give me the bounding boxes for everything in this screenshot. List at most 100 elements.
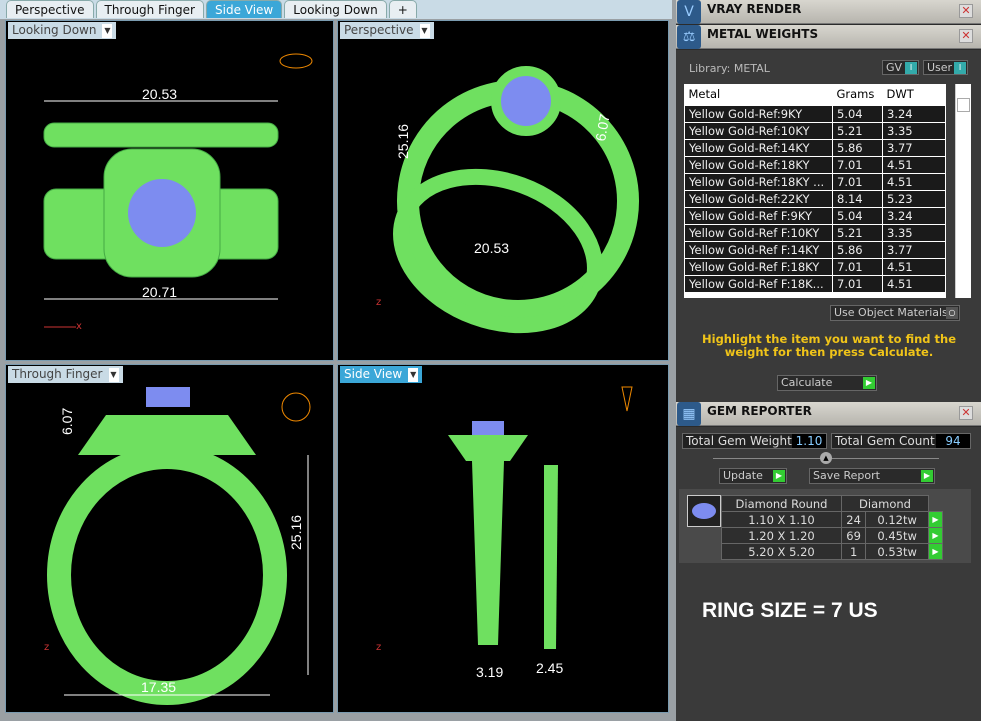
tab-perspective[interactable]: Perspective xyxy=(6,0,94,18)
column-header-dwt[interactable]: DWT xyxy=(882,84,946,105)
table-row[interactable]: Yellow Gold-Ref:18KY ... 7.01 4.51 xyxy=(684,172,946,191)
chevron-down-icon[interactable]: ▼ xyxy=(419,23,430,38)
ring-render: 25.16 20.53 6.07 z xyxy=(376,66,639,334)
gem-row[interactable]: 1.20 X 1.20 69 0.45tw ▶ xyxy=(721,527,943,544)
select-gem-button[interactable]: ▶ xyxy=(928,511,943,528)
update-button[interactable]: Update ▶ xyxy=(719,468,787,484)
cell: 5.21 xyxy=(832,223,883,242)
viewport-menu[interactable]: Side View ▼ xyxy=(340,366,423,383)
table-row[interactable]: Yellow Gold-Ref F:10KY 5.21 3.35 xyxy=(684,223,946,242)
user-toggle[interactable]: User I xyxy=(923,60,968,75)
gem-row[interactable]: 5.20 X 5.20 1 0.53tw ▶ xyxy=(721,543,943,560)
dim-height: 25.16 xyxy=(395,124,411,159)
select-gem-button[interactable]: ▶ xyxy=(928,527,943,544)
cell: 3.24 xyxy=(882,104,946,123)
dim-width: 20.53 xyxy=(474,240,509,256)
diamond-round-icon xyxy=(687,495,721,527)
viewport-looking-down[interactable]: 20.53 20.71 x Looking Down ▼ xyxy=(5,20,334,361)
cell: 7.01 xyxy=(832,274,883,293)
save-report-label: Save Report xyxy=(813,469,880,482)
cell: 7.01 xyxy=(832,155,883,174)
dim-band-width: 3.19 xyxy=(476,664,503,680)
cell: 7.01 xyxy=(832,257,883,276)
table-row[interactable]: Yellow Gold-Ref:22KY 8.14 5.23 xyxy=(684,189,946,208)
panel-title: VRAY RENDER xyxy=(707,2,802,16)
cell: 0.45tw xyxy=(865,527,929,544)
library-label: Library: METAL xyxy=(689,62,770,75)
tab-looking-down[interactable]: Looking Down xyxy=(284,0,387,18)
table-row[interactable]: Yellow Gold-Ref F:18K... 7.01 4.51 xyxy=(684,274,946,293)
ring-render: 3.19 2.45 z xyxy=(376,386,633,680)
column-header-grams[interactable]: Grams xyxy=(832,84,883,105)
select-gem-button[interactable]: ▶ xyxy=(928,543,943,560)
scale-icon: ⚖ xyxy=(677,25,701,49)
gv-label: GV xyxy=(886,61,903,74)
table-row[interactable]: Yellow Gold-Ref F:9KY 5.04 3.24 xyxy=(684,206,946,225)
cell: 5.04 xyxy=(832,104,883,123)
cell: 3.35 xyxy=(882,223,946,242)
table-row[interactable]: Yellow Gold-Ref F:14KY 5.86 3.77 xyxy=(684,240,946,259)
table-row[interactable]: Yellow Gold-Ref:18KY 7.01 4.51 xyxy=(684,155,946,174)
play-icon: ▶ xyxy=(863,377,875,389)
chevron-down-icon[interactable]: ▼ xyxy=(108,367,119,382)
viewport-label: Through Finger xyxy=(12,367,103,381)
use-object-materials-toggle[interactable]: Use Object Materials ○ xyxy=(830,305,960,321)
cell: 1.20 X 1.20 xyxy=(721,527,842,544)
cell: 0.53tw xyxy=(865,543,929,560)
gem-reporter-header[interactable]: ▦ GEM REPORTER ✕ xyxy=(676,402,981,426)
dim-width: 17.35 xyxy=(141,679,176,695)
metal-table-scrollbar[interactable] xyxy=(955,84,971,298)
viewport-menu[interactable]: Looking Down ▼ xyxy=(8,22,117,39)
table-row[interactable]: Yellow Gold-Ref:9KY 5.04 3.24 xyxy=(684,104,946,123)
chevron-down-icon[interactable]: ▼ xyxy=(408,367,419,382)
close-icon[interactable]: ✕ xyxy=(959,29,973,43)
vray-render-header[interactable]: V VRAY RENDER ✕ xyxy=(676,0,981,24)
cell: 1 xyxy=(840,543,867,560)
tab-side-view[interactable]: Side View xyxy=(206,0,283,18)
ring-render: 20.53 20.71 x xyxy=(43,53,313,332)
tab-through-finger[interactable]: Through Finger xyxy=(95,0,204,18)
calculate-label: Calculate xyxy=(781,376,833,389)
cell: 4.51 xyxy=(882,274,946,293)
gem-row[interactable]: 1.10 X 1.10 24 0.12tw ▶ xyxy=(721,511,943,528)
viewport-label: Looking Down xyxy=(12,23,97,37)
cell: 8.14 xyxy=(832,189,883,208)
viewport-label: Side View xyxy=(344,367,403,381)
total-gem-count-label: Total Gem Count xyxy=(835,434,935,448)
cell: Yellow Gold-Ref F:18K... xyxy=(684,274,833,293)
add-tab-button[interactable]: + xyxy=(388,0,417,18)
metal-weights-header[interactable]: ⚖ METAL WEIGHTS ✕ xyxy=(676,25,981,49)
cell: 3.77 xyxy=(882,138,946,157)
total-gem-count-value: 94 xyxy=(936,434,970,448)
table-row[interactable]: Yellow Gold-Ref:14KY 5.86 3.77 xyxy=(684,138,946,157)
radio-icon: ○ xyxy=(946,307,958,319)
cell: 1.10 X 1.10 xyxy=(721,511,842,528)
close-icon[interactable]: ✕ xyxy=(959,406,973,420)
calculate-button[interactable]: Calculate ▶ xyxy=(777,375,877,391)
vray-icon: V xyxy=(677,0,701,24)
chevron-down-icon[interactable]: ▼ xyxy=(102,23,113,38)
play-icon: ▶ xyxy=(773,470,785,482)
cell: 24 xyxy=(840,511,867,528)
save-report-button[interactable]: Save Report ▶ xyxy=(809,468,935,484)
cell: 4.51 xyxy=(882,155,946,174)
viewport-perspective[interactable]: 25.16 20.53 6.07 z Perspective ▼ xyxy=(337,20,669,361)
viewport-menu[interactable]: Perspective ▼ xyxy=(340,22,434,39)
close-icon[interactable]: ✕ xyxy=(959,4,973,18)
viewport-menu[interactable]: Through Finger ▼ xyxy=(8,366,123,383)
cell: 69 xyxy=(840,527,867,544)
dim-width-bottom: 20.71 xyxy=(142,284,177,300)
gv-toggle[interactable]: GV I xyxy=(882,60,919,75)
total-gem-weight-label: Total Gem Weight xyxy=(686,434,792,448)
viewport-through-finger[interactable]: 6.07 25.16 17.35 z Through Finger ▼ xyxy=(5,364,334,713)
axis-x: x xyxy=(76,321,82,332)
table-row[interactable]: Yellow Gold-Ref:10KY 5.21 3.35 xyxy=(684,121,946,140)
viewport-side-view[interactable]: 3.19 2.45 z Side View ▼ xyxy=(337,364,669,713)
cell: 0.12tw xyxy=(865,511,929,528)
collapse-icon[interactable]: ▲ xyxy=(820,452,832,464)
column-header-metal[interactable]: Metal xyxy=(684,84,833,105)
use-object-materials-label: Use Object Materials xyxy=(834,306,948,319)
cell: 7.01 xyxy=(832,172,883,191)
orientation-gizmo-icon xyxy=(279,53,313,69)
table-row[interactable]: Yellow Gold-Ref F:18KY 7.01 4.51 xyxy=(684,257,946,276)
